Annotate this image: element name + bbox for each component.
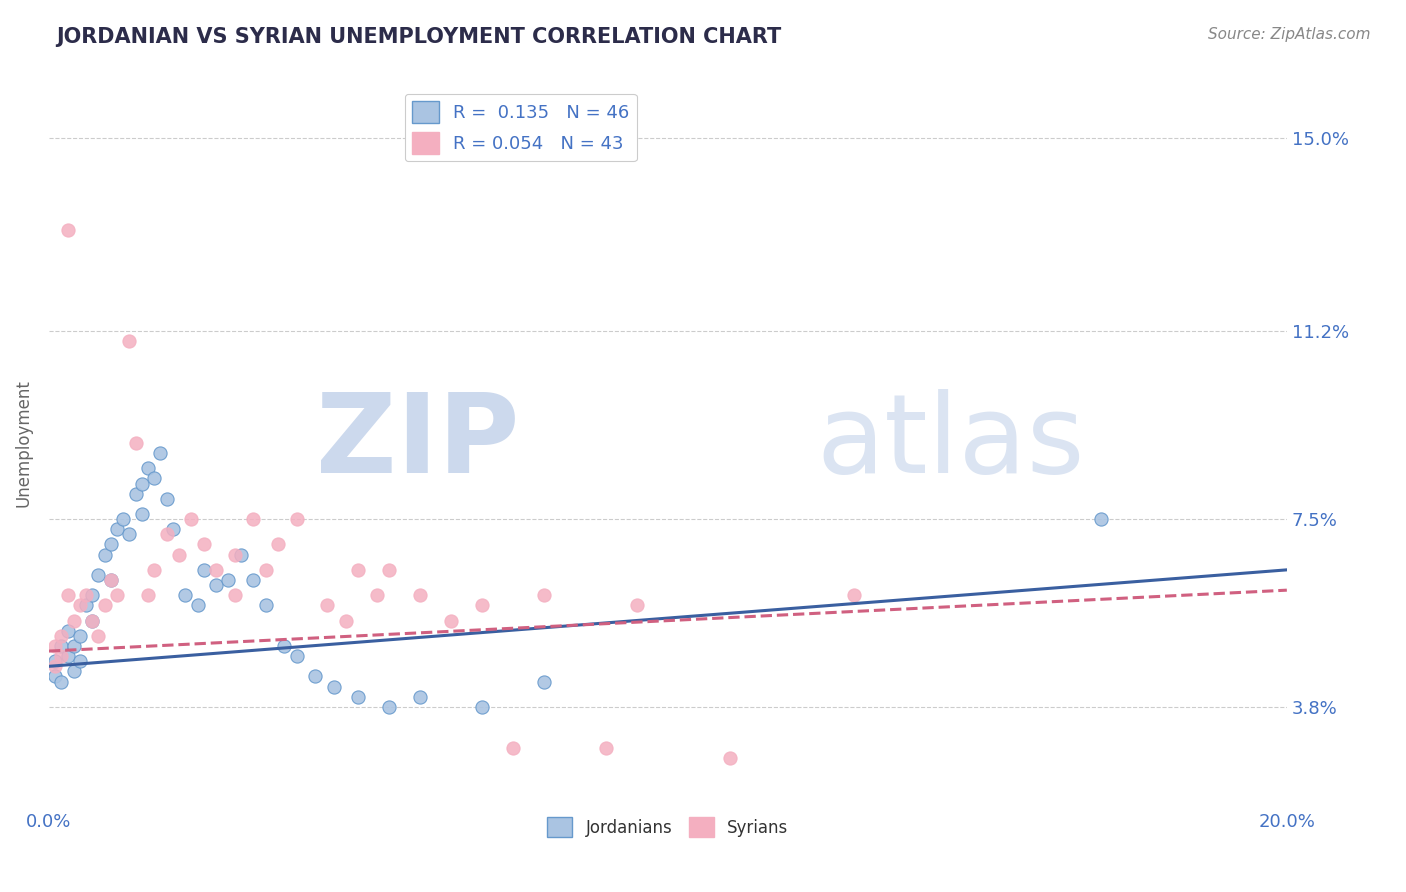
Text: Source: ZipAtlas.com: Source: ZipAtlas.com	[1208, 27, 1371, 42]
Point	[335, 614, 357, 628]
Point	[87, 568, 110, 582]
Point	[69, 599, 91, 613]
Point	[533, 674, 555, 689]
Point	[82, 614, 104, 628]
Point	[56, 588, 79, 602]
Point	[100, 573, 122, 587]
Point	[93, 599, 115, 613]
Point	[69, 654, 91, 668]
Point	[217, 573, 239, 587]
Point	[180, 512, 202, 526]
Point	[254, 563, 277, 577]
Point	[162, 522, 184, 536]
Point	[224, 548, 246, 562]
Point	[82, 614, 104, 628]
Point	[44, 659, 66, 673]
Point	[224, 588, 246, 602]
Point	[285, 649, 308, 664]
Point	[242, 573, 264, 587]
Point	[273, 639, 295, 653]
Point	[155, 491, 177, 506]
Point	[51, 674, 73, 689]
Legend: Jordanians, Syrians: Jordanians, Syrians	[540, 810, 796, 844]
Point	[304, 669, 326, 683]
Point	[105, 522, 128, 536]
Point	[124, 486, 146, 500]
Point	[51, 629, 73, 643]
Point	[56, 649, 79, 664]
Point	[167, 548, 190, 562]
Point	[378, 700, 401, 714]
Point	[56, 624, 79, 638]
Point	[118, 334, 141, 349]
Point	[118, 527, 141, 541]
Point	[502, 740, 524, 755]
Point	[112, 512, 135, 526]
Text: JORDANIAN VS SYRIAN UNEMPLOYMENT CORRELATION CHART: JORDANIAN VS SYRIAN UNEMPLOYMENT CORRELA…	[56, 27, 782, 46]
Point	[44, 669, 66, 683]
Point	[62, 665, 84, 679]
Point	[718, 750, 741, 764]
Point	[205, 563, 228, 577]
Point	[51, 639, 73, 653]
Point	[75, 599, 97, 613]
Y-axis label: Unemployment: Unemployment	[15, 379, 32, 507]
Point	[254, 599, 277, 613]
Point	[842, 588, 865, 602]
Point	[56, 223, 79, 237]
Point	[378, 563, 401, 577]
Point	[100, 537, 122, 551]
Point	[131, 507, 153, 521]
Point	[193, 537, 215, 551]
Point	[440, 614, 463, 628]
Point	[595, 740, 617, 755]
Text: atlas: atlas	[817, 390, 1085, 497]
Point	[136, 588, 159, 602]
Point	[1090, 512, 1112, 526]
Point	[409, 690, 432, 704]
Point	[62, 639, 84, 653]
Point	[347, 690, 370, 704]
Point	[316, 599, 339, 613]
Point	[471, 700, 494, 714]
Point	[124, 436, 146, 450]
Point	[149, 446, 172, 460]
Point	[193, 563, 215, 577]
Point	[87, 629, 110, 643]
Point	[69, 629, 91, 643]
Point	[75, 588, 97, 602]
Point	[62, 614, 84, 628]
Point	[93, 548, 115, 562]
Point	[51, 649, 73, 664]
Point	[267, 537, 290, 551]
Point	[143, 563, 166, 577]
Point	[186, 599, 208, 613]
Point	[366, 588, 388, 602]
Point	[322, 680, 344, 694]
Point	[44, 654, 66, 668]
Point	[285, 512, 308, 526]
Point	[471, 599, 494, 613]
Point	[44, 639, 66, 653]
Point	[136, 461, 159, 475]
Point	[242, 512, 264, 526]
Point	[100, 573, 122, 587]
Point	[626, 599, 648, 613]
Text: ZIP: ZIP	[316, 390, 519, 497]
Point	[229, 548, 252, 562]
Point	[409, 588, 432, 602]
Point	[143, 471, 166, 485]
Point	[82, 588, 104, 602]
Point	[174, 588, 197, 602]
Point	[155, 527, 177, 541]
Point	[131, 476, 153, 491]
Point	[205, 578, 228, 592]
Point	[533, 588, 555, 602]
Point	[105, 588, 128, 602]
Point	[347, 563, 370, 577]
